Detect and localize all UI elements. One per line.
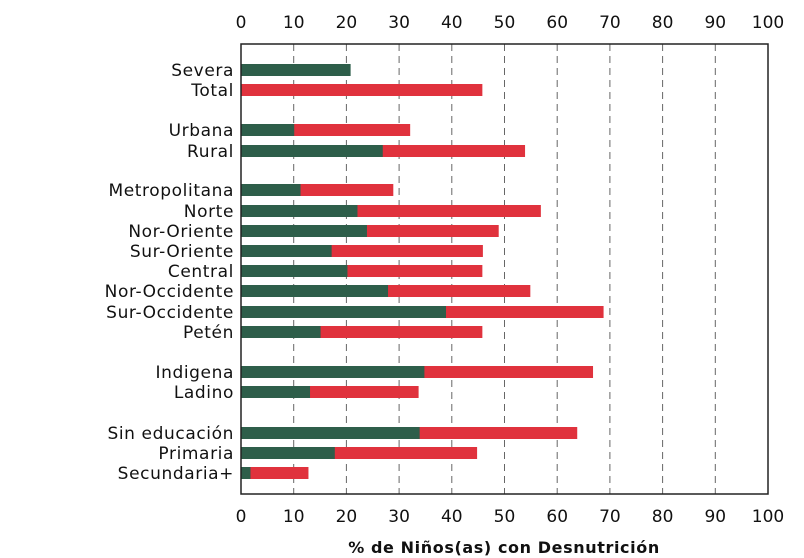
category-label: Nor-Occidente <box>105 282 234 302</box>
category-label: Severa <box>171 61 234 81</box>
category-label: Total <box>190 81 234 101</box>
x-axis-title: % de Niños(as) con Desnutrición <box>348 538 660 557</box>
top-tick-label: 90 <box>704 13 726 33</box>
bar <box>241 366 425 378</box>
bar <box>241 427 420 439</box>
bar <box>241 64 351 76</box>
category-label: Metropolitana <box>108 181 234 201</box>
bottom-tick-label: 100 <box>752 507 784 527</box>
category-label: Urbana <box>169 121 234 141</box>
top-tick-label: 10 <box>283 13 305 33</box>
bottom-tick-label: 40 <box>441 507 463 527</box>
category-label: Central <box>168 262 234 282</box>
bottom-tick-label: 80 <box>652 507 674 527</box>
bar <box>241 467 251 479</box>
top-tick-label: 20 <box>336 13 358 33</box>
bottom-tick-label: 10 <box>283 507 305 527</box>
bar <box>241 306 447 318</box>
category-label: Sin educación <box>107 424 234 444</box>
bar <box>241 124 295 136</box>
category-label: Petén <box>183 323 234 343</box>
top-tick-label: 0 <box>236 13 247 33</box>
bar <box>241 225 367 237</box>
top-axis-ticks: 0 10 20 30 40 50 60 70 80 90 100 <box>236 13 785 33</box>
bar <box>241 84 483 96</box>
bar <box>241 447 335 459</box>
category-label: Primaria <box>158 444 234 464</box>
top-tick-label: 70 <box>599 13 621 33</box>
bottom-tick-label: 90 <box>704 507 726 527</box>
category-label: Rural <box>187 142 234 162</box>
top-tick-label: 60 <box>546 13 568 33</box>
category-label: Secundaria+ <box>118 464 234 484</box>
bottom-tick-label: 70 <box>599 507 621 527</box>
top-tick-label: 80 <box>652 13 674 33</box>
category-label: Ladino <box>174 383 234 403</box>
bar <box>241 285 389 297</box>
category-label: Sur-Oriente <box>130 242 234 262</box>
bar <box>241 467 309 479</box>
bottom-tick-label: 30 <box>388 507 410 527</box>
top-tick-label: 40 <box>441 13 463 33</box>
category-label: Nor-Oriente <box>128 222 234 242</box>
category-label: Indigena <box>155 363 234 383</box>
bar <box>241 326 321 338</box>
bottom-tick-label: 0 <box>236 507 247 527</box>
top-tick-label: 30 <box>388 13 410 33</box>
top-tick-label: 50 <box>494 13 516 33</box>
bar <box>241 184 301 196</box>
bar <box>241 245 332 257</box>
bar <box>241 265 348 277</box>
bar <box>241 145 383 157</box>
bar <box>241 205 358 217</box>
bottom-tick-label: 50 <box>494 507 516 527</box>
bottom-tick-label: 20 <box>336 507 358 527</box>
bottom-tick-label: 60 <box>546 507 568 527</box>
bottom-axis-ticks: 0 10 20 30 40 50 60 70 80 90 100 <box>236 507 785 527</box>
bars <box>241 64 604 479</box>
plot-frame <box>240 43 769 495</box>
grid-lines <box>293 44 716 494</box>
category-label: Norte <box>184 202 234 222</box>
bar <box>241 386 311 398</box>
category-label: Sur-Occidente <box>106 303 234 323</box>
top-tick-label: 100 <box>752 13 784 33</box>
